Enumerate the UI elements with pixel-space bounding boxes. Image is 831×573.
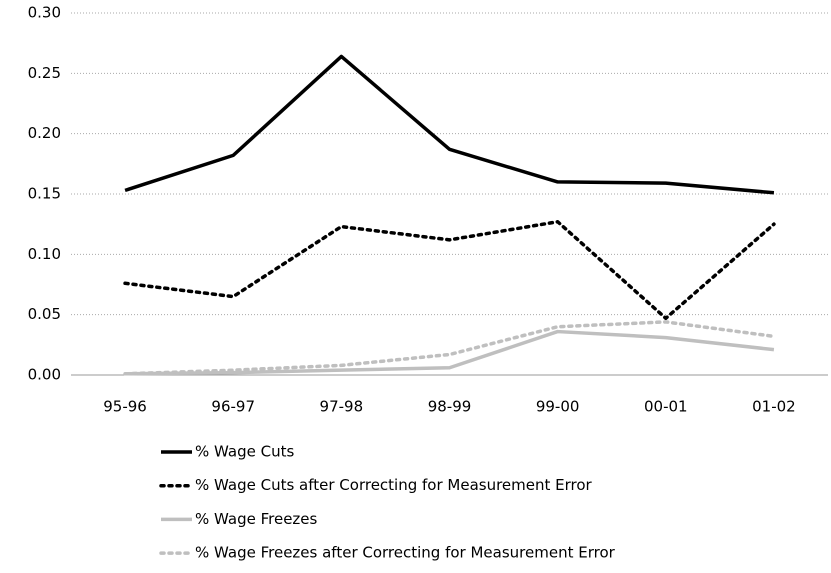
y-tick-label: 0.30 (28, 4, 61, 22)
legend-label: % Wage Freezes (195, 510, 318, 528)
series-line (123, 220, 776, 321)
legend-label: % Wage Freezes after Correcting for Meas… (195, 544, 616, 562)
x-tick-label: 96-97 (211, 398, 255, 416)
y-tick-label: 0.20 (28, 124, 61, 142)
x-tick-label: 95-96 (103, 398, 147, 416)
x-tick-label: 98-99 (428, 398, 472, 416)
x-tick-label: 00-01 (644, 398, 688, 416)
legend-label: % Wage Cuts (195, 443, 294, 461)
y-tick-label: 0.15 (28, 185, 61, 203)
x-tick-label: 99-00 (536, 398, 580, 416)
y-tick-label: 0.05 (28, 305, 61, 323)
y-tick-label: 0.10 (28, 245, 61, 263)
x-tick-label: 97-98 (320, 398, 364, 416)
legend-label: % Wage Cuts after Correcting for Measure… (195, 476, 593, 494)
series-line (124, 54, 775, 195)
series-line (125, 329, 775, 376)
series-line (123, 320, 776, 376)
y-tick-label: 0.25 (28, 64, 61, 82)
x-tick-label: 01-02 (752, 398, 796, 416)
y-tick-label: 0.00 (28, 366, 61, 384)
